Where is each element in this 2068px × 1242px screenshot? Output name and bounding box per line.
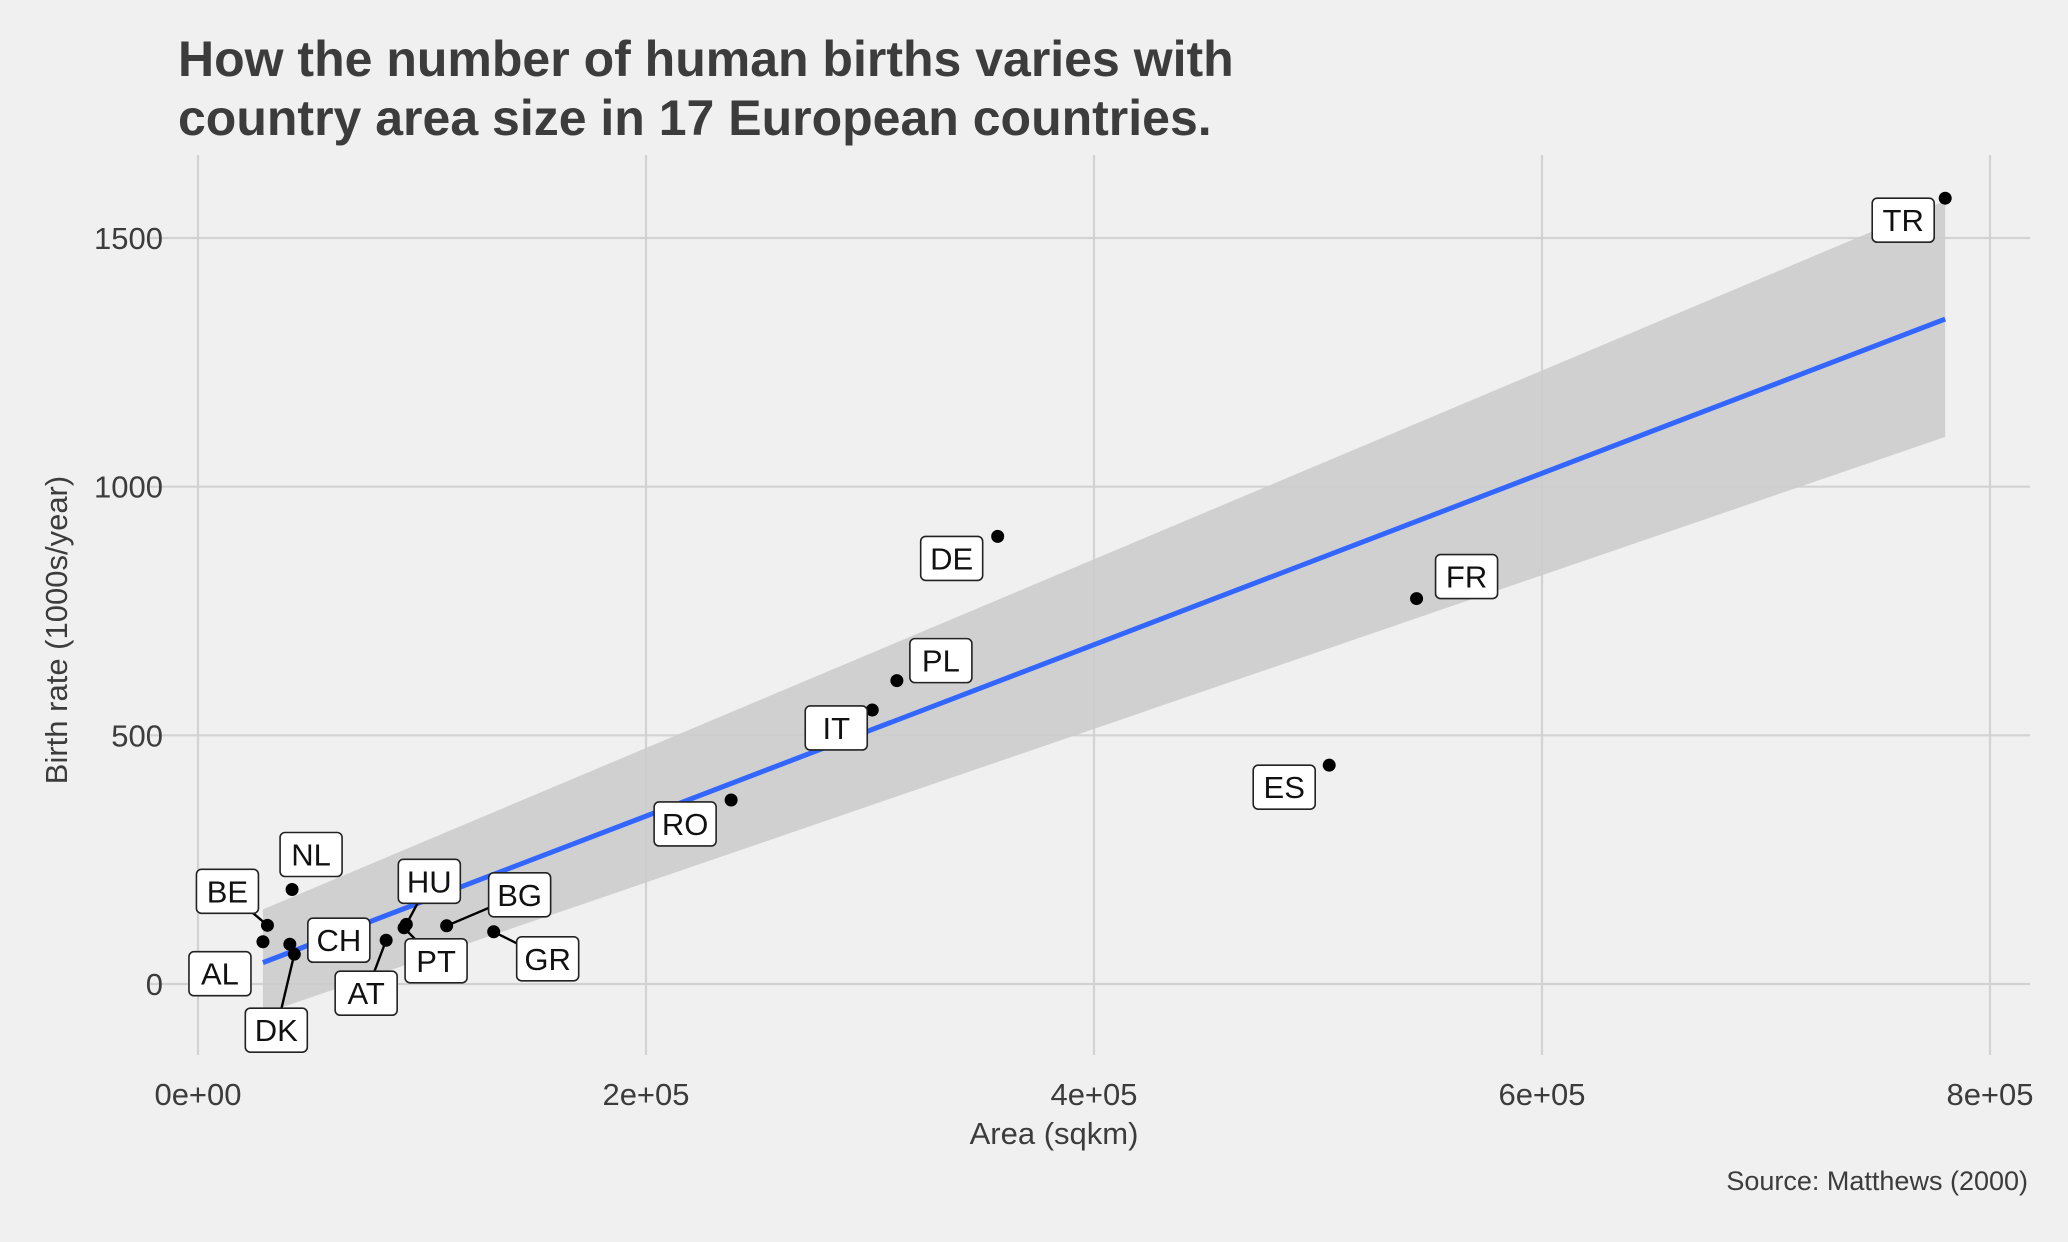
x-tick-label: 4e+05 [1050,1077,1137,1112]
y-tick-label: 500 [111,718,163,753]
gridlines [150,155,2030,1055]
point-label-gr: GR [515,935,580,982]
point-label-ch: CH [307,917,371,964]
x-tick-label: 6e+05 [1498,1077,1585,1112]
point-es [1322,758,1336,772]
chart-caption: Source: Matthews (2000) [1726,1166,2028,1196]
point-be [260,918,274,932]
label-text: DE [930,541,973,576]
label-box [307,917,371,964]
point-label-be: BE [195,868,260,915]
point-labels: TR DE FR PL IT ES RO NL BE HU BG GR AL CH PT AT DK [188,197,1935,1053]
fit-line-group [262,316,1947,965]
data-points [256,191,1952,961]
label-box [334,970,398,1017]
label-box [397,858,462,905]
point-tr [1938,191,1952,205]
label-box [909,637,973,684]
label-box [188,950,252,997]
point-bg [440,919,454,933]
point-label-ro: RO [653,801,717,847]
label-box [1252,764,1316,810]
label-text: BG [497,878,542,913]
label-text: BE [207,874,248,909]
label-text: CH [316,923,361,958]
point-label-dk: DK [244,1007,309,1053]
label-text: RO [662,807,709,842]
label-text: TR [1883,203,1924,238]
label-box [515,935,580,982]
x-tick-label: 8e+05 [1946,1077,2033,1112]
point-dk [287,947,301,961]
label-text: HU [407,864,452,899]
label-box [1871,197,1935,244]
label-box [804,705,869,751]
point-fr [1410,592,1424,606]
point-label-at: AT [334,970,398,1017]
label-text: AL [201,957,239,992]
x-tick-label: 0e+00 [154,1077,241,1112]
label-box [244,1007,309,1053]
label-text: ES [1264,770,1305,805]
regression-line [262,316,1947,965]
point-label-tr: TR [1871,197,1935,244]
point-pt [397,921,411,935]
label-text: NL [291,838,331,873]
label-box [195,868,260,915]
point-gr [487,925,501,939]
point-label-pt: PT [404,938,468,984]
point-pl [890,674,904,688]
tick-labels: 0e+00 2e+05 4e+05 6e+05 8e+05 0 500 1000 1500 [94,221,2034,1112]
label-box [279,831,343,878]
point-label-al: AL [188,950,252,997]
label-text: GR [524,942,571,977]
point-at [379,933,393,947]
x-axis-title: Area (sqkm) [970,1116,1139,1151]
point-label-de: DE [919,535,984,582]
y-tick-label: 0 [146,967,163,1002]
label-text: IT [822,711,850,746]
label-box [653,801,717,847]
label-text: FR [1446,560,1487,595]
point-label-it: IT [804,705,869,751]
label-box [404,938,468,984]
chart-title-line-2: country area size in 17 European countri… [178,90,1212,146]
label-box [1434,553,1499,600]
label-text: AT [348,976,385,1011]
y-axis-title: Birth rate (1000s/year) [39,476,74,784]
label-box [919,535,984,582]
point-ch [283,937,297,951]
point-al [256,935,270,949]
point-de [991,529,1005,543]
point-ro [724,793,738,807]
y-tick-label: 1000 [94,470,163,505]
y-tick-label: 1500 [94,221,163,256]
point-label-pl: PL [909,637,973,684]
label-box [487,872,552,918]
point-label-fr: FR [1434,553,1499,600]
point-label-es: ES [1252,764,1316,810]
label-text: PL [922,644,960,679]
point-label-hu: HU [397,858,462,905]
label-text: DK [255,1013,298,1048]
point-label-bg: BG [487,872,552,918]
x-tick-label: 2e+05 [602,1077,689,1112]
point-it [865,703,879,717]
point-nl [285,883,299,897]
label-text: PT [416,944,456,979]
chart-title-line-1: How the number of human births varies wi… [178,31,1234,87]
point-label-nl: NL [279,831,343,878]
